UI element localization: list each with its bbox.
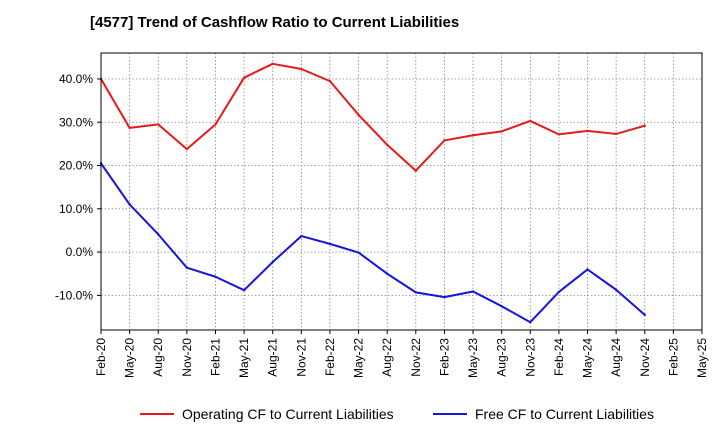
series-line-0 <box>100 62 646 172</box>
x-tick-label: Aug-21 <box>266 338 280 377</box>
x-tick-label: Feb-22 <box>323 338 337 376</box>
data-point <box>157 233 160 236</box>
x-tick-label: Nov-24 <box>638 338 652 377</box>
data-point <box>300 234 303 238</box>
data-point <box>128 126 131 130</box>
data-point <box>414 291 418 294</box>
y-tick-label: -10.0% <box>55 288 93 302</box>
data-point <box>500 304 503 308</box>
data-point <box>328 79 332 83</box>
plot-frame <box>100 52 703 331</box>
data-point <box>385 143 389 146</box>
x-tick-label: Nov-20 <box>180 338 194 377</box>
x-tick-label: Feb-21 <box>208 338 222 376</box>
data-point <box>385 272 389 275</box>
data-point <box>328 242 332 246</box>
data-point <box>242 76 246 79</box>
y-axis-ticks: 40.0% 30.0% 20.0% 10.0% 0.0% -10.0% <box>55 72 101 302</box>
x-tick-label: Feb-20 <box>94 338 108 376</box>
x-tick-label: May-21 <box>237 338 251 378</box>
y-tick-label: 30.0% <box>59 115 93 129</box>
data-point <box>443 139 446 142</box>
data-point <box>271 62 274 66</box>
legend: Operating CF to Current Liabilities Free … <box>140 406 654 422</box>
data-point <box>185 147 189 151</box>
legend-label-0: Operating CF to Current Liabilities <box>182 406 394 422</box>
x-tick-label: Nov-21 <box>294 338 308 377</box>
x-tick-label: Feb-24 <box>552 338 566 376</box>
y-tick-label: 0.0% <box>66 245 94 259</box>
x-tick-label: May-24 <box>581 338 595 378</box>
x-tick-label: Nov-23 <box>523 338 537 377</box>
data-point <box>614 132 618 136</box>
data-point <box>529 321 532 324</box>
data-point <box>643 313 646 317</box>
data-point <box>185 266 189 269</box>
y-tick-label: 10.0% <box>59 202 93 216</box>
data-point <box>443 295 446 299</box>
y-tick-label: 40.0% <box>59 72 93 86</box>
x-tick-label: Aug-24 <box>609 338 623 377</box>
x-tick-label: May-20 <box>123 338 137 378</box>
data-point <box>586 129 589 133</box>
data-point <box>357 113 360 117</box>
x-tick-label: Aug-22 <box>380 338 394 377</box>
data-point <box>242 288 246 292</box>
data-point <box>157 123 160 126</box>
data-point <box>214 123 217 126</box>
data-point <box>271 260 274 264</box>
data-point <box>557 290 561 294</box>
x-tick-label: May-23 <box>466 338 480 378</box>
x-axis-ticks: Feb-20 May-20 Aug-20 Nov-20 Feb-21 May-21 Aug-… <box>94 330 709 378</box>
x-tick-label: May-25 <box>695 338 709 378</box>
data-point <box>414 169 418 172</box>
series-line-1 <box>100 162 646 324</box>
legend-label-1: Free CF to Current Liabilities <box>475 406 654 422</box>
chart-title: [4577] Trend of Cashflow Ratio to Curren… <box>90 14 460 31</box>
data-point <box>529 119 532 123</box>
grid-layer <box>100 53 703 330</box>
x-tick-label: Nov-22 <box>409 338 423 377</box>
x-tick-label: Feb-23 <box>437 338 451 376</box>
data-point <box>471 134 475 137</box>
data-point <box>471 290 475 293</box>
data-point <box>300 67 303 71</box>
x-tick-label: May-22 <box>352 338 366 378</box>
data-point <box>500 130 503 133</box>
series-layer <box>99 62 646 324</box>
data-point <box>643 124 646 127</box>
y-tick-label: 20.0% <box>59 159 93 173</box>
data-point <box>214 275 217 278</box>
x-tick-label: Aug-20 <box>151 338 165 377</box>
data-point <box>557 133 561 136</box>
data-point <box>128 203 131 206</box>
x-tick-label: Aug-23 <box>495 338 509 377</box>
data-point <box>614 288 618 291</box>
data-point <box>357 251 360 254</box>
x-tick-label: Feb-25 <box>666 338 680 376</box>
data-point <box>586 268 589 271</box>
